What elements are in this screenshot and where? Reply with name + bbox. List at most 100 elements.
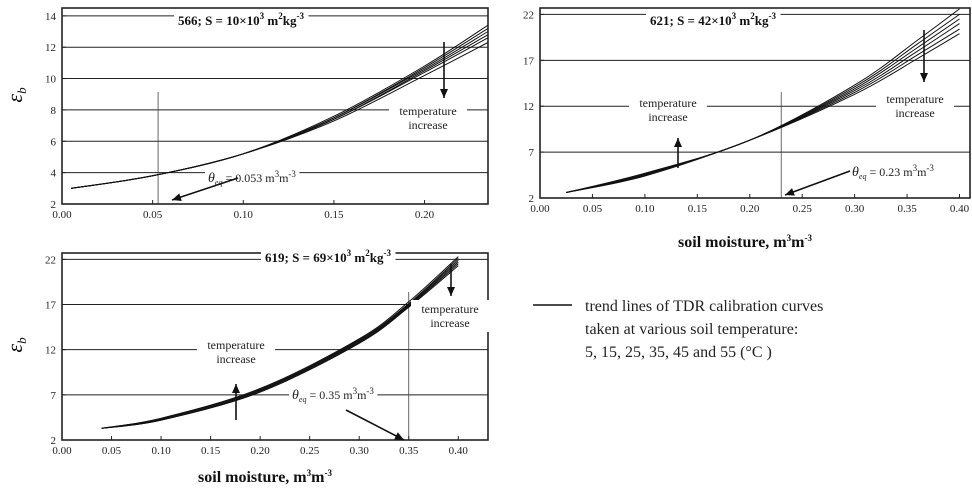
panel-title-exp: 3	[347, 248, 352, 258]
plot-frame	[539, 7, 971, 199]
x-tick-label: 0.30	[350, 445, 370, 457]
chart-panel-566: 0.00 0.05 0.10 0.15 0.20 2 4 6 8 10 12 14 εb 566; S =…	[2, 7, 489, 221]
panel-title: 619; S = 69×103 m2kg-3	[265, 248, 391, 265]
x-tick-label: 0.35	[897, 203, 917, 215]
temperature-arrow-2-head	[447, 287, 455, 296]
x-axis-label-unit-exp: -3	[324, 468, 332, 478]
x-tick-label: 0.10	[635, 203, 655, 215]
temperature-annotation-2-line-2: increase	[895, 106, 934, 120]
series-line-3	[101, 261, 459, 429]
y-tick-label: 7	[529, 147, 535, 159]
theta-subscript: eq	[299, 395, 307, 404]
panel-title-bg	[646, 10, 781, 29]
temperature-annotation-line-1: temperature	[207, 338, 264, 352]
x-axis-label-text: soil moisture, m	[678, 234, 787, 251]
theta-eq-unit-exp: -3	[926, 163, 934, 173]
x-axis-label-unit-exp: -3	[804, 233, 812, 243]
y-axis-label: εb	[2, 337, 29, 353]
theta-eq-value: = 0.23 m	[866, 165, 913, 179]
series-line-1	[101, 265, 459, 429]
x-tick-label: 0.15	[324, 209, 344, 221]
panel-title-unit2-exp: -3	[296, 11, 304, 21]
x-tick-label: 0.05	[143, 209, 163, 221]
y-tick-label: 12	[523, 101, 534, 113]
temperature-annotation-2-line-2: increase	[430, 316, 469, 330]
x-tick-label: 0.15	[201, 445, 221, 457]
y-axis-label-subscript: b	[14, 87, 29, 94]
x-axis-label: soil moisture, m3m-3	[198, 468, 332, 486]
series-line-6	[71, 24, 489, 189]
x-axis-label-unit: m	[311, 469, 325, 486]
theta-eq-label-bg	[205, 169, 300, 187]
panel-title-unit2-exp: -3	[768, 11, 776, 21]
y-tick-label: 8	[51, 105, 57, 117]
panel-title-prefix: 619; S = 69×10	[265, 250, 347, 265]
panel-title-bg	[261, 247, 396, 266]
theta-eq-label: θeq = 0.35 m3m-3	[292, 386, 374, 404]
x-tick-label: 0.25	[300, 445, 320, 457]
panel-title-unit: m	[264, 13, 278, 28]
x-axis-label-text: soil moisture, m	[198, 469, 307, 486]
theta-symbol: θ	[208, 171, 215, 186]
panel-title-unit: m	[351, 250, 365, 265]
theta-eq-label: θeq = 0.053 m3m-3	[208, 169, 296, 187]
theta-eq-unit: m	[279, 171, 289, 185]
theta-eq-arrow	[345, 409, 405, 441]
panel-title-unit-exp: 2	[750, 11, 755, 21]
theta-eq-arrow-head	[785, 188, 795, 196]
y-tick-label: 7	[51, 390, 57, 402]
y-axis-label-symbol: ε	[2, 94, 27, 103]
panel-title: 566; S = 10×103 m2kg-3	[178, 11, 304, 28]
theta-eq-value: = 0.35 m	[306, 388, 353, 402]
x-tick-label: 0.20	[740, 203, 760, 215]
theta-eq-arrow-head	[394, 432, 404, 440]
plot-frame	[61, 7, 489, 205]
panel-title-unit2: kg	[755, 13, 769, 28]
series-line-5	[101, 258, 459, 429]
series-line-4	[101, 259, 459, 429]
temperature-arrow-head	[232, 384, 240, 393]
y-axis-label: εb	[2, 87, 29, 103]
temperature-annotation-2-bg	[411, 300, 489, 332]
temperature-annotation-line-2: increase	[216, 352, 255, 366]
x-tick-label: 0.05	[102, 445, 122, 457]
y-tick-label: 17	[45, 299, 57, 311]
temperature-arrow-head	[440, 89, 448, 98]
theta-eq-unit-exp: -3	[366, 386, 374, 396]
theta-subscript: eq	[215, 178, 223, 187]
theta-eq-label-bg	[849, 163, 938, 181]
x-tick-label: 0.10	[234, 209, 254, 221]
series-line-6	[101, 256, 459, 429]
legend: trend lines of TDR calibration curves ta…	[533, 298, 823, 361]
chart-panel-619: 0.00 0.05 0.10 0.15 0.20 0.25 0.30 0.35 0.40 2 7 12…	[2, 247, 489, 486]
panel-title-unit-exp: 2	[365, 248, 370, 258]
x-axis-label-exp: 3	[787, 233, 792, 243]
x-axis-label-unit: m	[791, 234, 805, 251]
panel-title-exp: 3	[732, 11, 737, 21]
x-tick-label: 0.20	[415, 209, 435, 221]
theta-eq-label-bg	[289, 386, 378, 404]
temperature-annotation-line-1: temperature	[399, 104, 456, 118]
panel-title: 621; S = 42×103 m2kg-3	[650, 11, 776, 28]
theta-subscript: eq	[859, 172, 867, 181]
temperature-annotation-line-2: increase	[408, 118, 447, 132]
temperature-annotation-2-bg	[876, 90, 954, 122]
y-tick-label: 12	[45, 345, 56, 357]
theta-eq-unit: m	[917, 165, 927, 179]
temperature-annotation-2-line-1: temperature	[886, 92, 943, 106]
x-tick-label: 0.35	[399, 445, 419, 457]
x-tick-label: 0.05	[583, 203, 603, 215]
panel-title-bg	[174, 10, 309, 29]
theta-eq-arrow	[171, 177, 239, 201]
temperature-annotation-line-1: temperature	[639, 96, 696, 110]
temperature-arrow-2-head	[920, 73, 928, 82]
y-tick-label: 12	[45, 42, 56, 54]
x-tick-label: 0.00	[52, 445, 72, 457]
legend-line-2: taken at various soil temperature:	[585, 321, 798, 338]
y-tick-label: 2	[51, 435, 57, 447]
x-axis-label-exp: 3	[307, 468, 312, 478]
y-tick-label: 4	[51, 168, 57, 180]
temperature-annotation-2-line-1: temperature	[421, 302, 478, 316]
y-tick-label: 6	[51, 136, 57, 148]
theta-eq-exp: 3	[275, 169, 280, 179]
